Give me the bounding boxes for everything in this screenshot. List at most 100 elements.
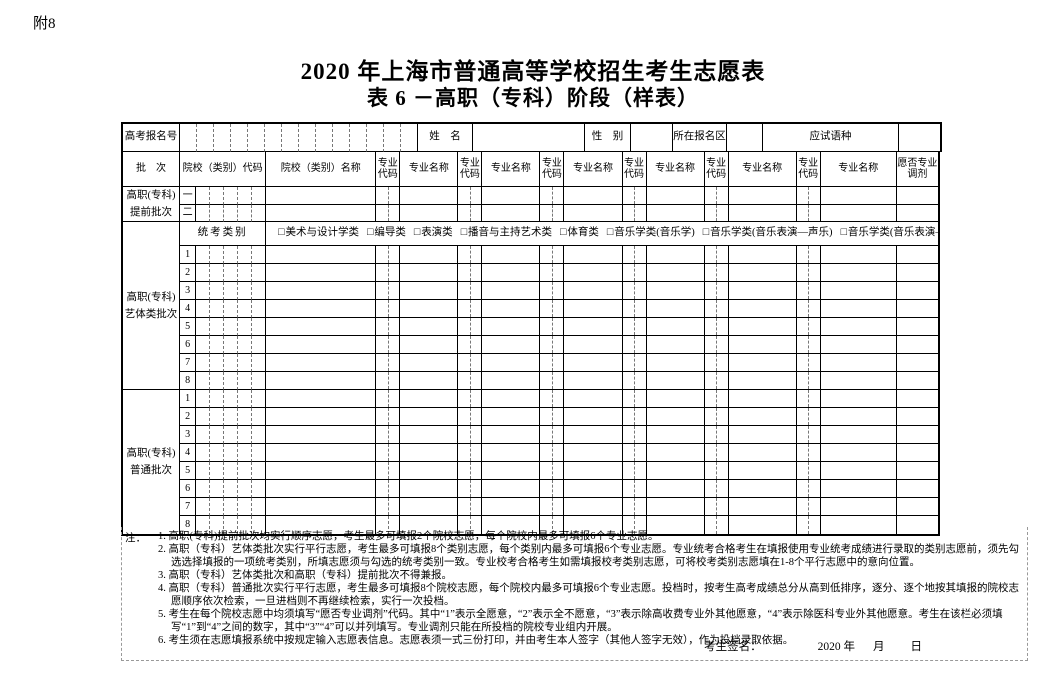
form-subtitle: 表 6 －高职（专科）阶段（样表） bbox=[367, 86, 699, 110]
college-code-digit-cell bbox=[238, 426, 253, 444]
major-name-cell bbox=[482, 516, 541, 534]
major-code-cell bbox=[376, 372, 401, 390]
checkbox-icon: □ bbox=[560, 227, 567, 239]
major-name-header: 专业名称 bbox=[728, 152, 797, 187]
major-name-cell bbox=[482, 444, 541, 462]
adjustment-cell bbox=[896, 372, 938, 390]
major-code-cell bbox=[796, 300, 821, 318]
college-code-digit-cell bbox=[252, 187, 267, 205]
major-name-cell bbox=[820, 264, 897, 282]
major-name-cell bbox=[820, 426, 897, 444]
major-name-header: 专业名称 bbox=[482, 152, 541, 187]
major-code-cell bbox=[622, 498, 647, 516]
college-code-digit-cell bbox=[196, 498, 211, 516]
major-name-cell bbox=[482, 300, 541, 318]
college-code-digit-cell bbox=[252, 282, 267, 300]
major-code-cell bbox=[540, 318, 565, 336]
major-name-cell bbox=[728, 354, 797, 372]
major-name-cell bbox=[728, 336, 797, 354]
college-code-digit-cell bbox=[252, 246, 267, 264]
major-name-cell bbox=[728, 390, 797, 408]
college-name-cell bbox=[266, 246, 377, 264]
college-code-digit-cell bbox=[196, 444, 211, 462]
major-name-cell bbox=[728, 300, 797, 318]
major-code-cell bbox=[622, 318, 647, 336]
exam-id-digit-cell bbox=[248, 124, 265, 152]
row-number-cell: 2 bbox=[180, 408, 197, 426]
major-code-cell bbox=[458, 354, 483, 372]
major-code-header: 专业代码 bbox=[796, 152, 821, 187]
form-body: 高考报名号 姓 名 性 别 所在报名区 应试语种 批 次院校（类别）代码 院校（类别）名称… bbox=[121, 122, 942, 536]
adjustment-cell bbox=[896, 480, 938, 498]
choice-row-arts: 1 bbox=[123, 246, 938, 264]
college-name-cell bbox=[266, 480, 377, 498]
batch-label-advance: 高职(专科) 提前批次 bbox=[123, 187, 181, 222]
major-code-cell bbox=[540, 462, 565, 480]
major-name-cell bbox=[482, 426, 541, 444]
major-code-cell bbox=[704, 372, 729, 390]
college-code-digit-cell bbox=[224, 426, 239, 444]
major-code-cell bbox=[458, 264, 483, 282]
choice-row-arts: 7 bbox=[123, 354, 938, 372]
college-code-digit-cell bbox=[238, 264, 253, 282]
major-name-header: 专业名称 bbox=[646, 152, 705, 187]
category-option: □体育类 bbox=[560, 227, 599, 238]
major-name-cell bbox=[564, 444, 623, 462]
signature-row: 考生签名： 2020 年 月 日 bbox=[704, 638, 922, 654]
row-number-cell: 6 bbox=[180, 480, 197, 498]
adjustment-cell bbox=[896, 408, 938, 426]
college-code-digit-cell bbox=[210, 480, 225, 498]
college-name-cell bbox=[266, 204, 377, 222]
major-code-cell bbox=[705, 516, 729, 534]
major-name-cell bbox=[400, 300, 459, 318]
major-code-cell bbox=[796, 390, 821, 408]
college-code-digit-cell bbox=[252, 516, 267, 534]
major-code-cell bbox=[458, 282, 483, 300]
college-code-digit-cell bbox=[224, 372, 239, 390]
major-name-cell bbox=[400, 336, 459, 354]
major-name-cell bbox=[646, 282, 705, 300]
major-code-cell bbox=[623, 516, 647, 534]
choice-row-arts: 2 bbox=[123, 264, 938, 282]
college-name-cell bbox=[266, 354, 377, 372]
major-name-cell bbox=[820, 187, 897, 205]
major-name-cell bbox=[564, 300, 623, 318]
college-code-digit-cell bbox=[196, 480, 211, 498]
major-code-cell bbox=[704, 336, 729, 354]
major-code-cell bbox=[540, 408, 565, 426]
major-name-cell bbox=[820, 462, 897, 480]
major-name-cell bbox=[564, 498, 623, 516]
college-code-digit-cell bbox=[224, 282, 239, 300]
college-code-digit-cell bbox=[210, 282, 225, 300]
major-code-cell bbox=[622, 204, 647, 222]
choice-row-arts: 5 bbox=[123, 318, 938, 336]
choice-row-regular: 5 bbox=[123, 462, 938, 480]
major-code-cell bbox=[704, 264, 729, 282]
major-name-cell bbox=[646, 300, 705, 318]
name-label: 姓 名 bbox=[418, 124, 473, 152]
category-option-label: 音乐学类(音乐学) bbox=[614, 227, 695, 239]
major-code-cell bbox=[704, 480, 729, 498]
major-name-cell bbox=[728, 480, 797, 498]
college-code-digit-cell bbox=[252, 318, 267, 336]
college-code-digit-cell bbox=[238, 498, 253, 516]
college-code-digit-cell bbox=[252, 264, 267, 282]
major-code-cell bbox=[622, 282, 647, 300]
college-name-cell bbox=[266, 426, 377, 444]
major-name-cell bbox=[482, 390, 541, 408]
major-code-cell bbox=[622, 354, 647, 372]
form-title: 2020 年上海市普通高等学校招生考生志愿表 bbox=[300, 59, 766, 84]
adjustment-cell bbox=[896, 426, 938, 444]
major-code-cell bbox=[376, 444, 401, 462]
major-name-cell bbox=[646, 480, 705, 498]
major-code-cell bbox=[622, 408, 647, 426]
college-code-digit-cell bbox=[210, 462, 225, 480]
choice-row-regular: 高职(专科) 普通批次 1 bbox=[123, 390, 938, 534]
checkbox-icon: □ bbox=[367, 227, 374, 239]
note-item: 1. 高职(专科)提前批次均实行顺序志愿，考生最多可填报2个院校志愿，每个院校内… bbox=[158, 531, 659, 542]
major-code-cell bbox=[622, 300, 647, 318]
major-code-header: 专业代码 bbox=[704, 152, 729, 187]
batch-label-line: 高职(专科) bbox=[126, 448, 176, 459]
exam-id-digit-cell bbox=[231, 124, 248, 152]
language-label: 应试语种 bbox=[763, 124, 899, 152]
